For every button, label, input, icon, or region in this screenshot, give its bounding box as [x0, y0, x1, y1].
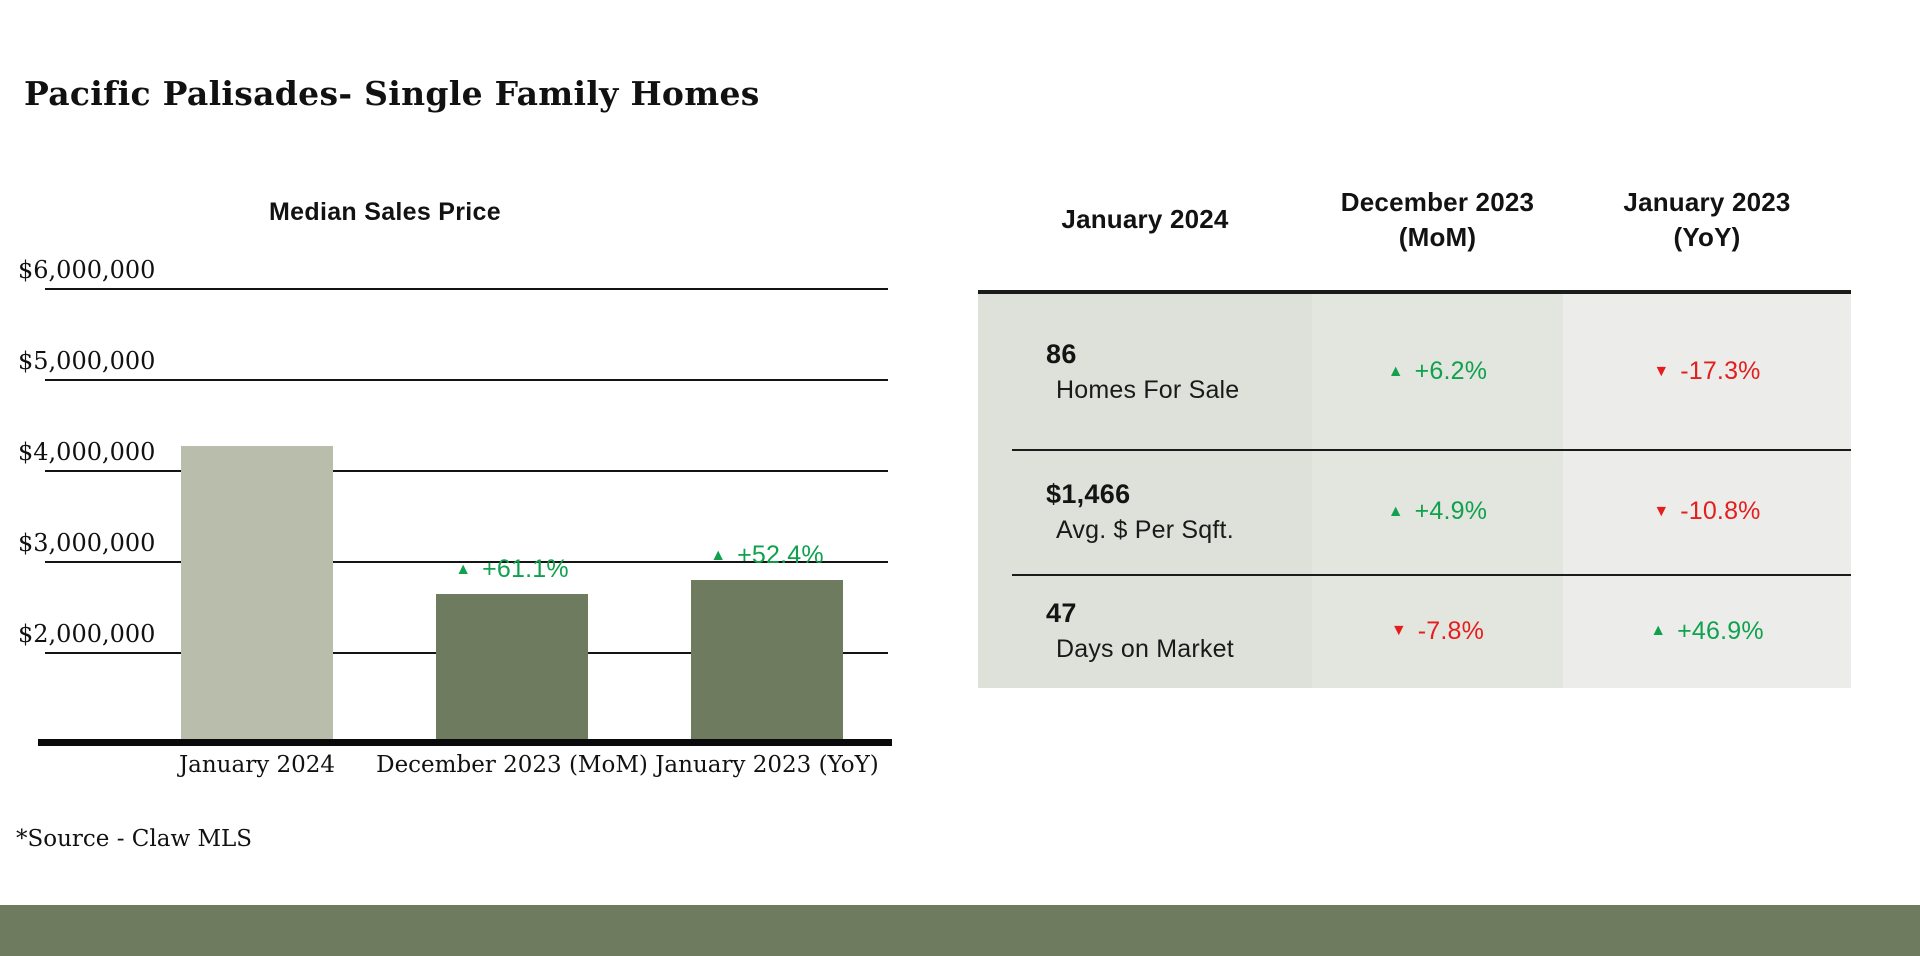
header-line: (MoM) [1398, 222, 1477, 252]
header-line: January 2024 [1061, 204, 1229, 235]
metric-cell: 86 Homes For Sale [978, 294, 1312, 449]
yoy-change-cell: ▲ +46.9% [1563, 574, 1851, 688]
mom-change-cell: ▲ +4.9% [1312, 449, 1563, 574]
gridline [45, 288, 888, 290]
metric-value: 47 [1046, 598, 1077, 628]
table-row-days-on-market: 47 Days on Market ▼ -7.8% ▲ +46.9% [978, 574, 1851, 688]
yoy-change-value: +46.9% [1677, 616, 1764, 645]
row-divider [1012, 574, 1851, 576]
y-axis-tick-label: $4,000,000 [18, 438, 156, 466]
y-axis-tick-label: $2,000,000 [18, 620, 156, 648]
bar-change-value: +61.1% [482, 555, 569, 583]
yoy-change: ▼ -10.8% [1653, 497, 1760, 526]
mom-change: ▼ -7.8% [1391, 617, 1484, 646]
bar-december-2023 [436, 594, 588, 746]
y-axis-tick-label: $6,000,000 [18, 256, 156, 284]
bar-january-2023 [691, 580, 843, 746]
yoy-change: ▲ +46.9% [1650, 617, 1764, 646]
page-title: Pacific Palisades- Single Family Homes [24, 74, 760, 114]
x-axis-category-label: January 2023 (YoY) [655, 752, 879, 778]
gridline [45, 379, 888, 381]
bar-change-annotation: ▲ +61.1% [362, 555, 662, 584]
bar-change-annotation: ▲ +52.4% [617, 541, 917, 570]
x-axis-baseline [38, 739, 892, 746]
table-header-december-2023-mom: December 2023 (MoM) [1312, 150, 1563, 290]
yoy-change-cell: ▼ -17.3% [1563, 294, 1851, 449]
header-line: (YoY) [1673, 222, 1741, 252]
metric-value: 86 [1046, 338, 1077, 369]
source-note: *Source - Claw MLS [16, 826, 253, 852]
x-axis-category-label: January 2024 [178, 752, 336, 778]
table-header-row: January 2024 December 2023 (MoM) January… [978, 150, 1851, 290]
table-body: 86 Homes For Sale ▲ +6.2% ▼ -17.3% [978, 294, 1851, 688]
trend-up-triangle-icon: ▲ [710, 546, 727, 564]
trend-up-triangle-icon: ▲ [455, 560, 472, 578]
table-header-january-2023-yoy: January 2023 (YoY) [1563, 150, 1851, 290]
yoy-change-value: -10.8% [1680, 497, 1761, 525]
mom-change-value: -7.8% [1417, 616, 1485, 645]
mom-change-cell: ▼ -7.8% [1312, 574, 1563, 688]
header-line: January 2023 [1623, 186, 1791, 217]
row-divider [1012, 449, 1851, 451]
trend-triangle-icon: ▼ [1653, 502, 1670, 520]
trend-triangle-icon: ▲ [1387, 362, 1404, 380]
yoy-change-value: -17.3% [1680, 357, 1761, 385]
table-top-border [978, 290, 1851, 294]
table-row-avg-price-per-sqft: $1,466 Avg. $ Per Sqft. ▲ +4.9% ▼ -10.8% [978, 449, 1851, 574]
yoy-change: ▼ -17.3% [1653, 357, 1760, 386]
bar-change-value: +52.4% [737, 541, 824, 569]
yoy-change-cell: ▼ -10.8% [1563, 449, 1851, 574]
mom-change-value: +4.9% [1414, 497, 1488, 525]
table-row-homes-for-sale: 86 Homes For Sale ▲ +6.2% ▼ -17.3% [978, 294, 1851, 449]
trend-triangle-icon: ▼ [1653, 362, 1670, 380]
mom-change-cell: ▲ +6.2% [1312, 294, 1563, 449]
metric-cell: 47 Days on Market [978, 574, 1312, 688]
trend-triangle-icon: ▼ [1390, 622, 1407, 639]
metric-label: Days on Market [1056, 635, 1234, 663]
y-axis-tick-label: $3,000,000 [18, 529, 156, 557]
metric-label: Homes For Sale [1056, 375, 1240, 404]
bar-january-2024 [181, 446, 333, 746]
trend-triangle-icon: ▲ [1650, 622, 1667, 639]
header-line: December 2023 [1340, 186, 1535, 217]
gridline [45, 470, 888, 472]
mom-change: ▲ +4.9% [1388, 497, 1487, 526]
metrics-table: January 2024 December 2023 (MoM) January… [978, 150, 1851, 688]
footer-band [0, 905, 1920, 956]
metric-cell: $1,466 Avg. $ Per Sqft. [978, 449, 1312, 574]
x-axis-category-label: December 2023 (MoM) [376, 752, 648, 778]
trend-triangle-icon: ▲ [1387, 502, 1404, 520]
chart-title: Median Sales Price [269, 198, 501, 226]
metric-label: Avg. $ Per Sqft. [1056, 515, 1234, 544]
mom-change: ▲ +6.2% [1388, 357, 1487, 386]
metric-value: $1,466 [1046, 478, 1131, 509]
gridline [45, 561, 888, 563]
table-header-january-2024: January 2024 [978, 150, 1312, 290]
mom-change-value: +6.2% [1414, 357, 1488, 385]
y-axis-tick-label: $5,000,000 [18, 347, 156, 375]
